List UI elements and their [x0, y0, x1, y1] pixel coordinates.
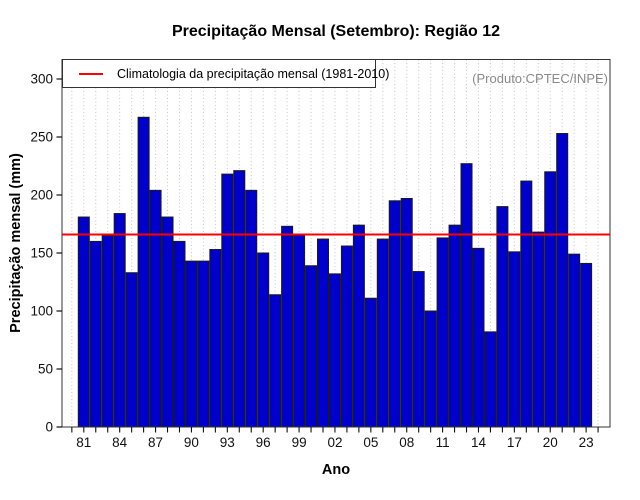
- x-tick-label: 96: [256, 435, 271, 450]
- bar-2013: [460, 163, 473, 428]
- x-tick-label: 84: [112, 435, 128, 450]
- x-tick-label: 05: [363, 435, 378, 450]
- bar-1996: [257, 252, 270, 428]
- x-tick-label: 23: [579, 435, 594, 450]
- bar-2023: [580, 262, 593, 428]
- x-tick-label: 93: [220, 435, 235, 450]
- bar-2006: [376, 238, 389, 428]
- bar-2017: [508, 251, 521, 428]
- bar-2008: [400, 197, 413, 428]
- x-tick-label: 20: [543, 435, 558, 450]
- chart-title: Precipitação Mensal (Setembro): Região 1…: [171, 23, 501, 40]
- y-tick-label: 150: [30, 246, 53, 261]
- bar-2016: [496, 206, 509, 428]
- source-note: (Produto:CPTEC/INPE): [472, 71, 608, 86]
- bar-1989: [173, 240, 186, 428]
- bar-1995: [245, 189, 258, 428]
- bar-2010: [424, 310, 437, 428]
- legend-label: Climatologia da precipitação mensal (198…: [117, 66, 390, 81]
- y-tick-label: 300: [30, 72, 53, 87]
- x-axis-title: Ano: [321, 462, 351, 478]
- bar-2022: [568, 253, 581, 428]
- bar-2001: [317, 238, 329, 428]
- bar-2002: [328, 273, 341, 428]
- bar-2020: [544, 171, 557, 428]
- bar-1998: [281, 225, 294, 428]
- y-tick-label: 50: [38, 362, 53, 377]
- bar-2021: [556, 133, 569, 428]
- bar-1993: [221, 173, 234, 428]
- x-tick-label: 87: [148, 435, 163, 450]
- bar-1985: [125, 272, 138, 428]
- bar-1991: [197, 260, 210, 428]
- bar-1981: [77, 216, 90, 428]
- bar-1997: [269, 294, 282, 428]
- bar-2018: [520, 180, 533, 428]
- x-tick-label: 08: [399, 435, 414, 450]
- climatology-line-swatch: [79, 72, 103, 75]
- x-tick-label: 14: [471, 435, 487, 450]
- y-tick-label: 0: [45, 420, 53, 435]
- bar-1992: [209, 249, 222, 428]
- bar-2004: [352, 224, 365, 428]
- bar-2000: [305, 265, 318, 428]
- bar-2015: [484, 331, 497, 428]
- bar-2011: [436, 237, 449, 428]
- x-tick-label: 11: [436, 435, 450, 450]
- y-axis-title: Precipitação mensal (mm): [8, 153, 24, 333]
- x-tick-label: 02: [327, 435, 342, 450]
- bar-1988: [161, 216, 174, 428]
- bar-2009: [412, 271, 425, 428]
- bar-1986: [137, 116, 150, 428]
- legend: Climatologia da precipitação mensal (198…: [62, 59, 389, 88]
- bar-1999: [293, 233, 306, 428]
- y-tick-label: 250: [30, 130, 53, 145]
- x-tick-label: 81: [76, 435, 91, 450]
- bar-2014: [472, 247, 485, 428]
- x-tick-label: 17: [507, 435, 522, 450]
- bar-2019: [532, 231, 545, 428]
- y-tick-label: 100: [30, 304, 53, 319]
- bar-1982: [89, 240, 102, 428]
- bar-1987: [149, 189, 162, 428]
- bar-2012: [448, 224, 461, 428]
- x-tick-label: 90: [184, 435, 199, 450]
- bar-1984: [113, 213, 126, 428]
- bar-1994: [233, 170, 246, 428]
- bar-2003: [340, 245, 353, 428]
- bar-2005: [364, 297, 377, 428]
- y-tick-label: 200: [30, 188, 53, 203]
- x-tick-label: 99: [292, 435, 307, 450]
- bar-1983: [101, 235, 114, 428]
- bar-1990: [185, 260, 198, 428]
